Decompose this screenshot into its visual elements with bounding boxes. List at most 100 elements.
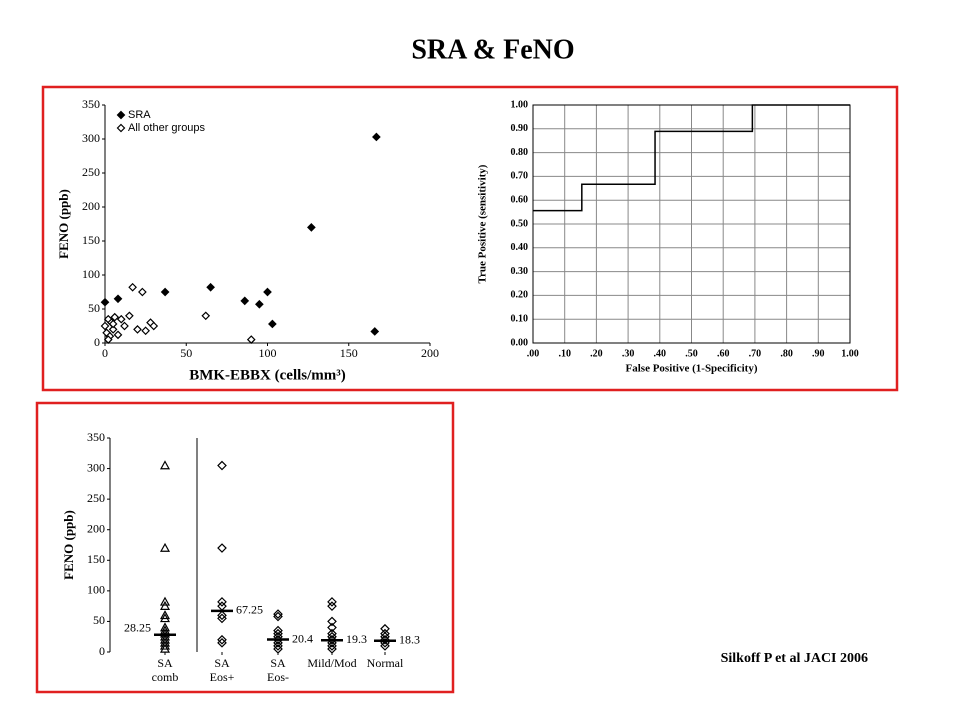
x-tick-label: .20 [590, 348, 603, 359]
point [138, 287, 147, 297]
point [141, 326, 150, 336]
y-axis-label: True Positive (sensitivity) [477, 164, 489, 283]
x-tick-label: SA comb [152, 656, 179, 684]
point [217, 610, 227, 621]
point [159, 640, 171, 650]
point [246, 335, 256, 344]
point [327, 637, 337, 648]
point [307, 223, 316, 232]
x-tick-label: .60 [717, 348, 730, 359]
point [113, 294, 123, 304]
point [108, 325, 118, 334]
point [159, 643, 171, 653]
point [160, 287, 170, 297]
y-tick-label: 300 [87, 460, 105, 474]
point [217, 597, 227, 607]
point [159, 542, 171, 552]
y-tick-label: 250 [82, 165, 100, 179]
point [380, 641, 390, 651]
point [159, 610, 171, 620]
y-tick-label: 100 [87, 583, 105, 597]
point [273, 611, 283, 622]
label-line: SA [214, 656, 230, 670]
x-tick-label: 100 [259, 346, 277, 360]
y-tick-label: 0 [99, 644, 105, 658]
point [217, 543, 227, 553]
y-tick-label: 300 [82, 131, 100, 145]
x-tick-label: 150 [340, 346, 358, 360]
y-tick-label: 0 [94, 335, 100, 349]
x-axis-label: BMK-EBBX (cells/mm³) [189, 367, 346, 383]
point [370, 327, 380, 336]
point [217, 637, 227, 648]
point [201, 311, 211, 321]
point [268, 319, 277, 329]
y-tick-label: 200 [82, 199, 100, 213]
point [327, 597, 337, 607]
y-tick-label: 0.50 [511, 218, 529, 229]
y-axis-label: FENO (ppb) [61, 510, 76, 580]
median-label: 19.3 [346, 632, 367, 646]
point [273, 628, 283, 639]
point [327, 634, 337, 645]
y-tick-label: 1.00 [511, 99, 529, 110]
legend-marker [116, 110, 126, 120]
y-tick-label: 250 [87, 491, 105, 505]
x-axis-label: False Positive (1-Specificity) [626, 363, 758, 375]
frame [41, 85, 899, 392]
x-tick-label: 200 [421, 346, 439, 360]
point [110, 312, 120, 322]
frame [35, 401, 455, 694]
y-tick-label: 50 [93, 613, 105, 627]
median-label: 18.3 [399, 633, 420, 647]
point [113, 330, 123, 340]
point [100, 321, 110, 331]
point [128, 282, 137, 292]
x-tick-label: .70 [749, 348, 762, 359]
point [327, 622, 337, 633]
plot-border [532, 104, 851, 344]
legend-label: SRA [128, 109, 151, 121]
label-line: SA [270, 656, 286, 670]
point [327, 628, 337, 639]
point [116, 314, 126, 324]
point [159, 613, 171, 623]
y-tick-label: 350 [82, 97, 100, 111]
point [380, 634, 390, 645]
y-tick-label: 200 [87, 521, 105, 535]
point [120, 321, 129, 331]
point [380, 623, 390, 634]
point [125, 311, 134, 321]
y-tick-label: 0.70 [511, 171, 529, 182]
point [263, 287, 272, 297]
point [108, 319, 118, 329]
x-tick-label: 0 [102, 346, 108, 360]
x-tick-label: .00 [527, 348, 540, 359]
y-tick-label: 0.00 [511, 337, 529, 348]
point [273, 625, 283, 636]
label-line: SA [157, 656, 173, 670]
median-label: 28.25 [124, 620, 151, 634]
point [159, 600, 171, 610]
label-line: Eos+ [210, 670, 235, 684]
point [103, 335, 113, 344]
y-tick-label: 350 [87, 430, 105, 444]
x-tick-label: Mild/Mod [307, 656, 356, 670]
y-tick-label: 0.90 [511, 123, 529, 134]
x-tick-label: 1.00 [841, 348, 859, 359]
point [273, 644, 283, 654]
point [217, 613, 227, 624]
x-tick-label: Normal [367, 656, 404, 670]
label-line: Eos- [267, 670, 289, 684]
x-tick-label: .90 [812, 348, 825, 359]
x-tick-label: .10 [558, 348, 571, 359]
point [217, 634, 227, 645]
x-tick-label: .30 [622, 348, 635, 359]
y-tick-label: 0.20 [511, 290, 529, 301]
point [133, 325, 142, 334]
point [327, 616, 337, 627]
y-tick-label: 0.10 [511, 313, 529, 324]
point [273, 609, 283, 619]
roc-line [533, 104, 850, 212]
y-tick-label: 100 [82, 267, 100, 281]
